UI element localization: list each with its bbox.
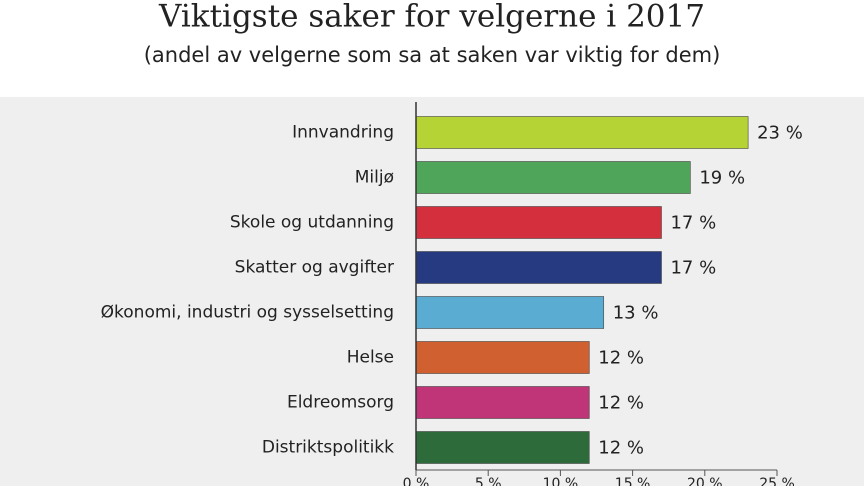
- chart-subtitle: (andel av velgerne som sa at saken var v…: [144, 43, 721, 67]
- value-label: 12 %: [598, 438, 644, 459]
- x-tick-label: 15 %: [615, 476, 651, 486]
- value-label: 17 %: [670, 258, 716, 279]
- y-tick-label: Eldreomsorg: [287, 393, 394, 413]
- value-label: 17 %: [670, 213, 716, 234]
- bar: [415, 206, 662, 239]
- chart-title: Viktigste saker for velgerne i 2017: [158, 0, 705, 35]
- value-label: 12 %: [598, 393, 644, 414]
- bar: [415, 341, 590, 374]
- y-tick-label: Distriktspolitikk: [262, 438, 394, 458]
- y-tick-label: Miljø: [355, 168, 394, 188]
- y-tick-label: Skole og utdanning: [230, 213, 394, 233]
- y-tick-label: Innvandring: [292, 123, 394, 143]
- value-label: 23 %: [757, 123, 803, 144]
- x-tick-label: 0 %: [403, 476, 430, 486]
- bar: [415, 386, 590, 419]
- bar: [415, 251, 662, 284]
- x-tick-label: 10 %: [543, 476, 579, 486]
- x-tick-label: 20 %: [687, 476, 723, 486]
- bar: [415, 296, 605, 329]
- y-tick-label: Helse: [347, 348, 394, 368]
- y-tick-label: Skatter og avgifter: [235, 258, 394, 278]
- x-tick-label: 5 %: [475, 476, 502, 486]
- x-tick-label: 25 %: [759, 476, 795, 486]
- bar: [415, 161, 691, 194]
- bar: [415, 116, 749, 149]
- value-label: 13 %: [613, 303, 659, 324]
- y-tick-label: Økonomi, industri og sysselsetting: [101, 303, 394, 323]
- value-label: 12 %: [598, 348, 644, 369]
- bar: [415, 431, 590, 464]
- plot-background: [0, 97, 864, 486]
- value-label: 19 %: [699, 168, 745, 189]
